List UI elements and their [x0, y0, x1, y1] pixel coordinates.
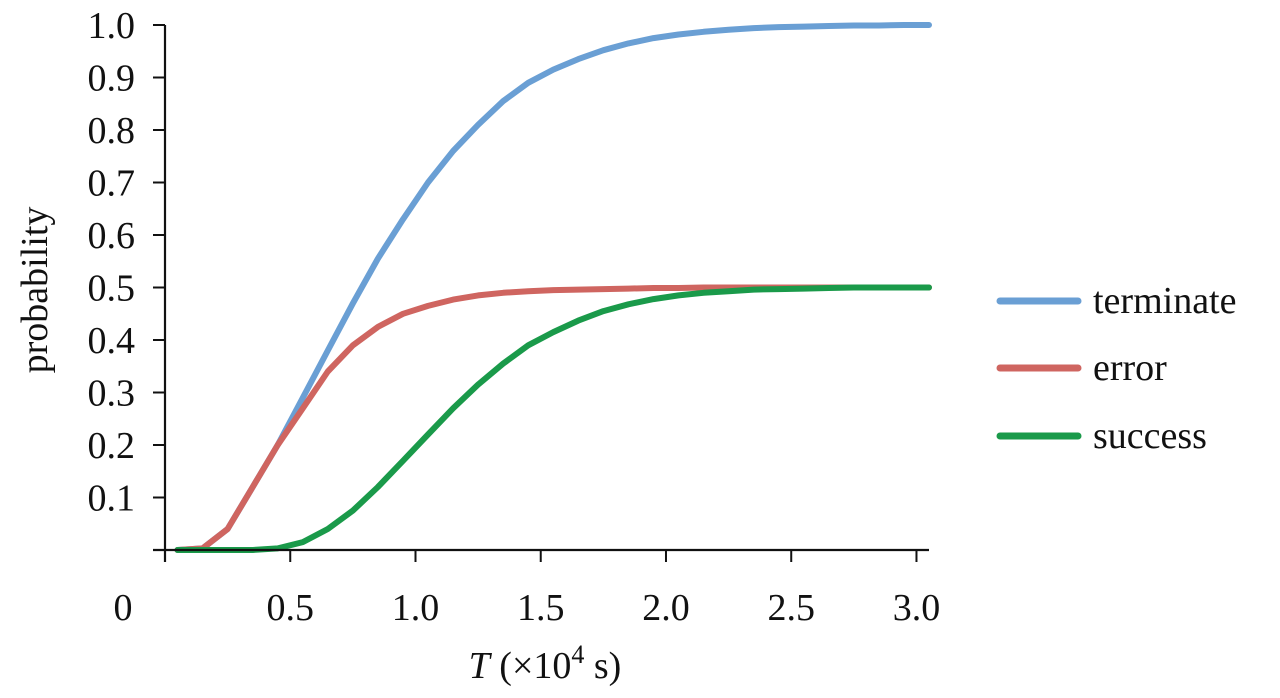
series-line-terminate	[174, 22, 932, 553]
legend-label-success: success	[1093, 415, 1207, 457]
x-axis-title: T (×104 s)	[469, 640, 622, 687]
y-tick-label-0-4: 0.4	[88, 320, 136, 362]
legend-label-terminate: terminate	[1093, 280, 1236, 322]
y-tick-label-0-1: 0.1	[88, 478, 136, 520]
y-tick-label-0-7: 0.7	[88, 163, 136, 205]
y-tick-label-0-5: 0.5	[88, 268, 136, 310]
y-tick-label-0-8: 0.8	[88, 110, 136, 152]
x-tick-label-1-5: 1.5	[517, 587, 565, 629]
x-ticks: 0 0.5 1.0 1.5 2.0 2.5 3.0	[114, 550, 941, 629]
legend-label-error: error	[1093, 347, 1167, 389]
series-line-success	[174, 284, 932, 553]
series-layer	[174, 22, 932, 553]
x-axis-unit-open: (×10	[490, 645, 572, 687]
x-axis-exponent: 4	[571, 640, 584, 669]
y-tick-label-1-0: 1.0	[88, 5, 136, 47]
legend: terminate error success	[996, 280, 1236, 457]
y-ticks: 0.1 0.2 0.3 0.4 0.5 0.6 0.7 0.8 0.9 1.0	[88, 5, 165, 520]
x-tick-label-0-5: 0.5	[266, 587, 314, 629]
y-tick-label-0-6: 0.6	[88, 215, 136, 257]
y-axis-title: probability	[14, 207, 56, 374]
y-tick-label-0-9: 0.9	[88, 58, 136, 100]
y-tick-label-0-3: 0.3	[88, 373, 136, 415]
x-tick-label-0: 0	[114, 587, 133, 629]
y-tick-label-0-2: 0.2	[88, 425, 136, 467]
x-axis-unit-close: s)	[584, 645, 621, 687]
x-tick-label-2-5: 2.5	[767, 587, 815, 629]
x-tick-label-2-0: 2.0	[642, 587, 690, 629]
x-axis-symbol: T	[469, 645, 493, 687]
x-tick-label-1-0: 1.0	[392, 587, 440, 629]
x-tick-label-3-0: 3.0	[893, 587, 941, 629]
